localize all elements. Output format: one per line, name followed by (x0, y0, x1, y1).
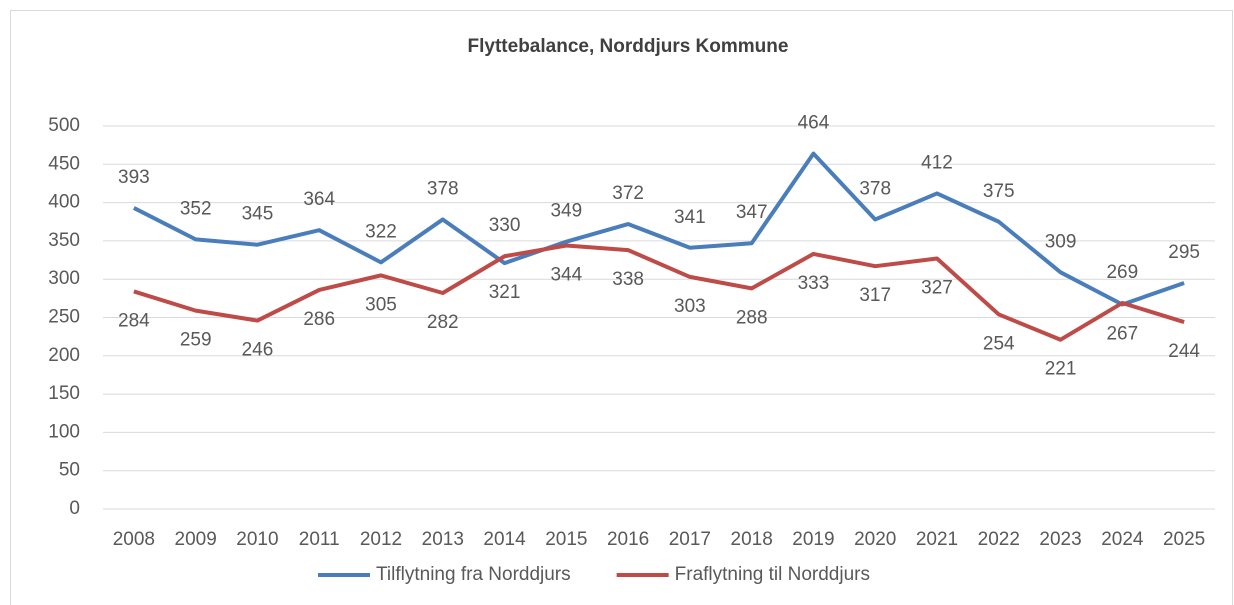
x-tick-label: 2023 (1039, 529, 1081, 550)
y-tick-label: 450 (48, 153, 80, 174)
data-label: 338 (612, 269, 644, 290)
x-tick-label: 2008 (113, 529, 155, 550)
y-tick-label: 350 (48, 230, 80, 251)
data-label: 303 (674, 296, 706, 317)
y-tick-label: 300 (48, 268, 80, 289)
x-tick-label: 2012 (360, 529, 402, 550)
series-line (133, 243, 1185, 342)
x-tick-label: 2017 (669, 529, 711, 550)
y-tick-label: 100 (48, 421, 80, 442)
x-tick-label: 2013 (422, 529, 464, 550)
data-label: 246 (242, 340, 274, 361)
y-tick-label: 200 (48, 345, 80, 366)
x-tick-label: 2016 (607, 529, 649, 550)
data-label: 286 (303, 309, 335, 330)
data-label: 378 (427, 178, 459, 199)
data-label: 333 (798, 273, 830, 294)
x-tick-label: 2020 (854, 529, 896, 550)
data-label: 269 (1106, 262, 1138, 283)
data-label: 284 (118, 310, 150, 331)
data-label: 254 (983, 333, 1015, 354)
x-tick-label: 2015 (545, 529, 587, 550)
y-tick-label: 150 (48, 383, 80, 404)
series-line (132, 151, 1185, 307)
y-tick-label: 50 (59, 460, 80, 481)
data-label: 288 (736, 307, 768, 328)
data-label: 327 (921, 278, 953, 299)
data-label: 378 (859, 178, 891, 199)
data-label: 349 (550, 201, 582, 222)
chart-frame (10, 10, 1233, 605)
chart-title: Flyttebalance, Norddjurs Kommune (468, 36, 789, 57)
x-tick-label: 2014 (483, 529, 526, 550)
data-label: 341 (674, 207, 706, 228)
x-tick-label: 2025 (1163, 529, 1205, 550)
data-label: 352 (180, 198, 212, 219)
x-tick-label: 2019 (792, 529, 834, 550)
y-tick-label: 250 (48, 307, 80, 328)
data-label: 221 (1045, 359, 1077, 380)
data-label: 372 (612, 183, 644, 204)
legend-label: Fraflytning til Norddjurs (675, 564, 870, 585)
x-tick-label: 2024 (1101, 529, 1144, 550)
data-label: 344 (550, 265, 582, 286)
y-tick-label: 400 (48, 192, 80, 213)
data-label: 309 (1045, 231, 1077, 252)
data-label: 317 (859, 285, 891, 306)
data-label: 321 (489, 282, 521, 303)
data-label: 464 (798, 113, 830, 134)
data-label: 347 (736, 202, 768, 223)
data-label: 345 (242, 204, 274, 225)
data-label: 282 (427, 312, 459, 333)
data-label: 412 (921, 152, 953, 173)
data-label: 244 (1168, 341, 1200, 362)
data-label: 330 (489, 215, 521, 236)
x-tick-label: 2021 (916, 529, 958, 550)
y-tick-label: 500 (48, 115, 80, 136)
x-tick-label: 2022 (978, 529, 1020, 550)
legend-label: Tilflytning fra Norddjurs (376, 564, 571, 585)
data-label: 259 (180, 330, 212, 351)
data-label: 267 (1106, 323, 1138, 344)
y-tick-label: 0 (69, 498, 80, 519)
x-tick-label: 2018 (731, 529, 773, 550)
data-label: 393 (118, 167, 150, 188)
data-label: 322 (365, 221, 397, 242)
data-label: 305 (365, 294, 397, 315)
x-tick-label: 2009 (175, 529, 217, 550)
data-label: 364 (303, 189, 335, 210)
x-tick-label: 2011 (299, 529, 340, 550)
data-label: 295 (1168, 242, 1200, 263)
data-label: 375 (983, 181, 1015, 202)
x-tick-label: 2010 (236, 529, 278, 550)
